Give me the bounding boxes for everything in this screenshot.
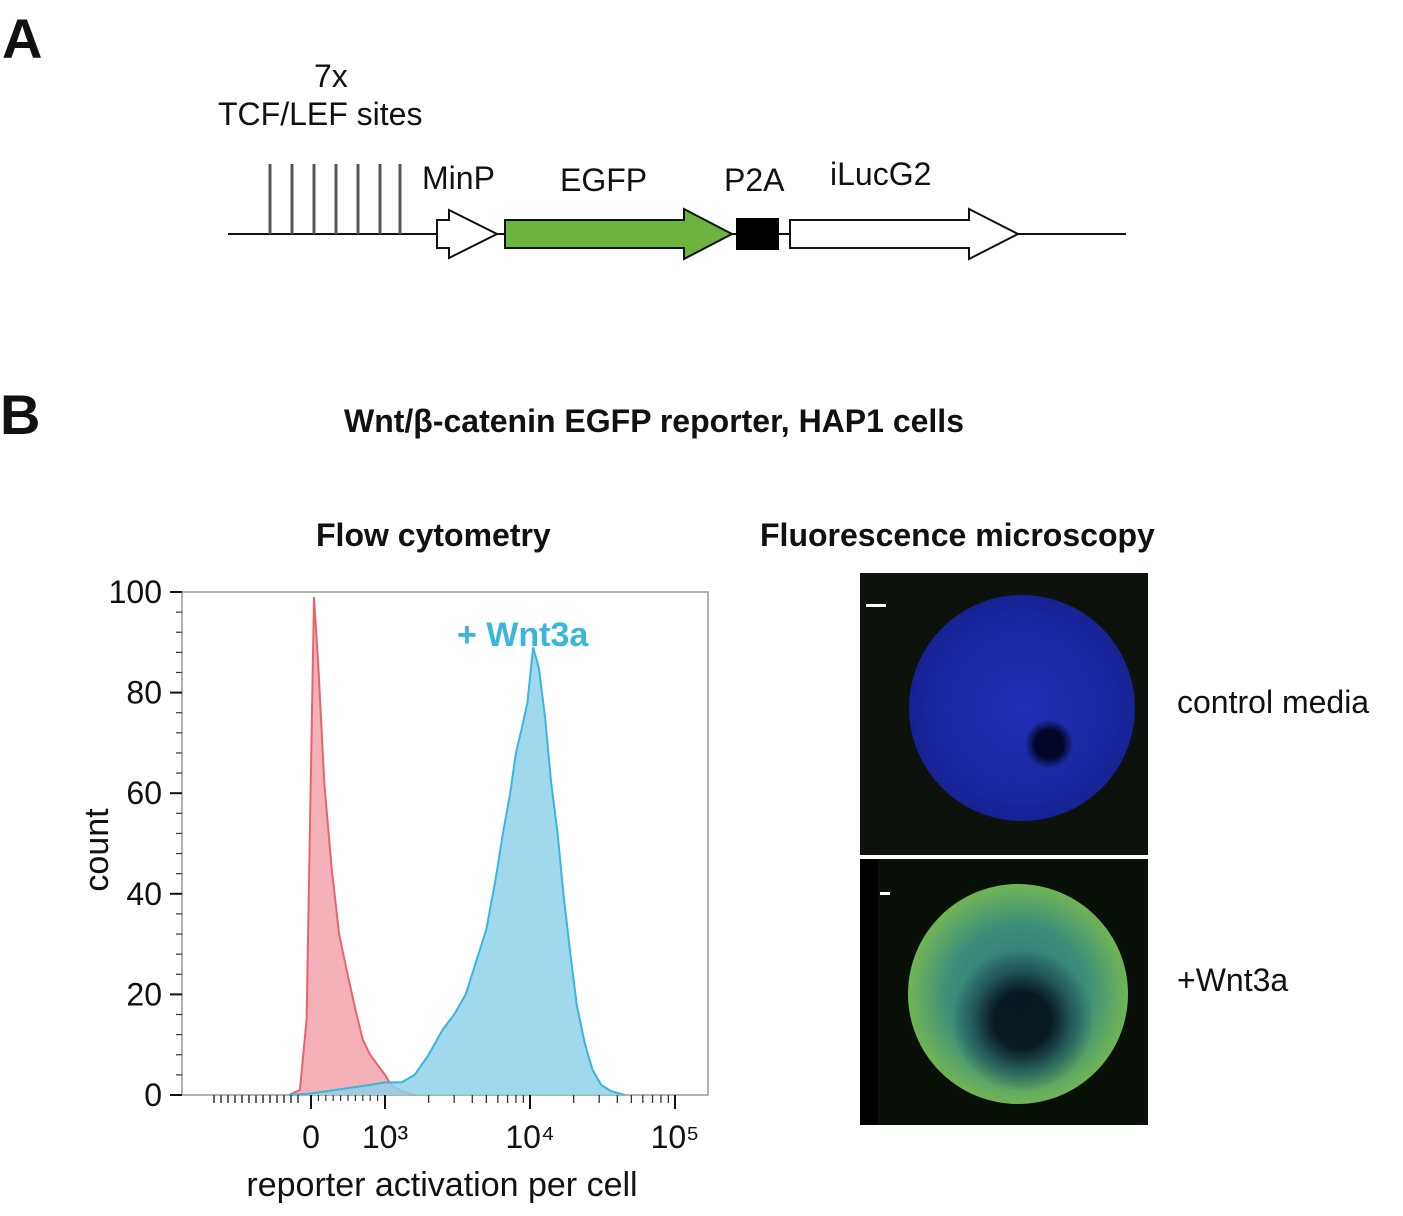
y-tick-label: 20 (126, 976, 162, 1012)
x-axis-label: reporter activation per cell (246, 1166, 637, 1204)
egfp-arrow (504, 207, 735, 261)
y-tick-label: 60 (126, 775, 162, 811)
micro-label-control: control media (1177, 684, 1370, 720)
well-control (909, 595, 1135, 821)
figure-title: Wnt/β-catenin EGFP reporter, HAP1 cells (344, 403, 964, 439)
micro-image-wnt3a (860, 859, 1148, 1125)
series-0-area (288, 597, 415, 1095)
series-1-area (288, 647, 625, 1095)
iluc-label: iLucG2 (830, 156, 932, 192)
minp-label: MinP (422, 160, 495, 196)
p2a-label: P2A (724, 162, 785, 198)
panel-letter-a: A (2, 7, 43, 70)
p2a-box (736, 218, 779, 250)
y-tick-label: 0 (144, 1077, 162, 1113)
sites-count-label: 7x (314, 58, 348, 94)
y-axis-label: count (78, 808, 116, 892)
construct-diagram (228, 164, 1126, 261)
scale-bar (880, 892, 890, 895)
y-tick-label: 40 (126, 876, 162, 912)
x-tick-label: 10³ (362, 1119, 409, 1155)
micro-label-wnt3a: +Wnt3a (1177, 962, 1289, 998)
iluc-arrow (789, 207, 1021, 261)
flow-title: Flow cytometry (316, 517, 551, 553)
y-tick-label: 100 (109, 574, 162, 610)
y-tick-label: 80 (126, 675, 162, 711)
microscopy-title: Fluorescence microscopy (760, 517, 1155, 553)
x-tick-label: 10⁴ (505, 1119, 554, 1155)
scale-bar (866, 604, 886, 607)
minp-arrow (436, 208, 500, 260)
series-1-line (288, 647, 625, 1096)
sites-label: TCF/LEF sites (218, 96, 423, 132)
x-tick-label: 10⁵ (651, 1119, 700, 1155)
well-wnt3a (908, 884, 1128, 1104)
panel-letter-b: B (0, 383, 41, 446)
tcf-lef-sites (268, 164, 402, 234)
series-0-line (288, 596, 415, 1096)
x-tick-label: 0 (302, 1119, 320, 1155)
micro-image-control (860, 573, 1148, 855)
wnt3a-annotation: + Wnt3a (457, 616, 589, 654)
plot-frame (181, 591, 709, 1096)
egfp-label: EGFP (560, 162, 648, 198)
